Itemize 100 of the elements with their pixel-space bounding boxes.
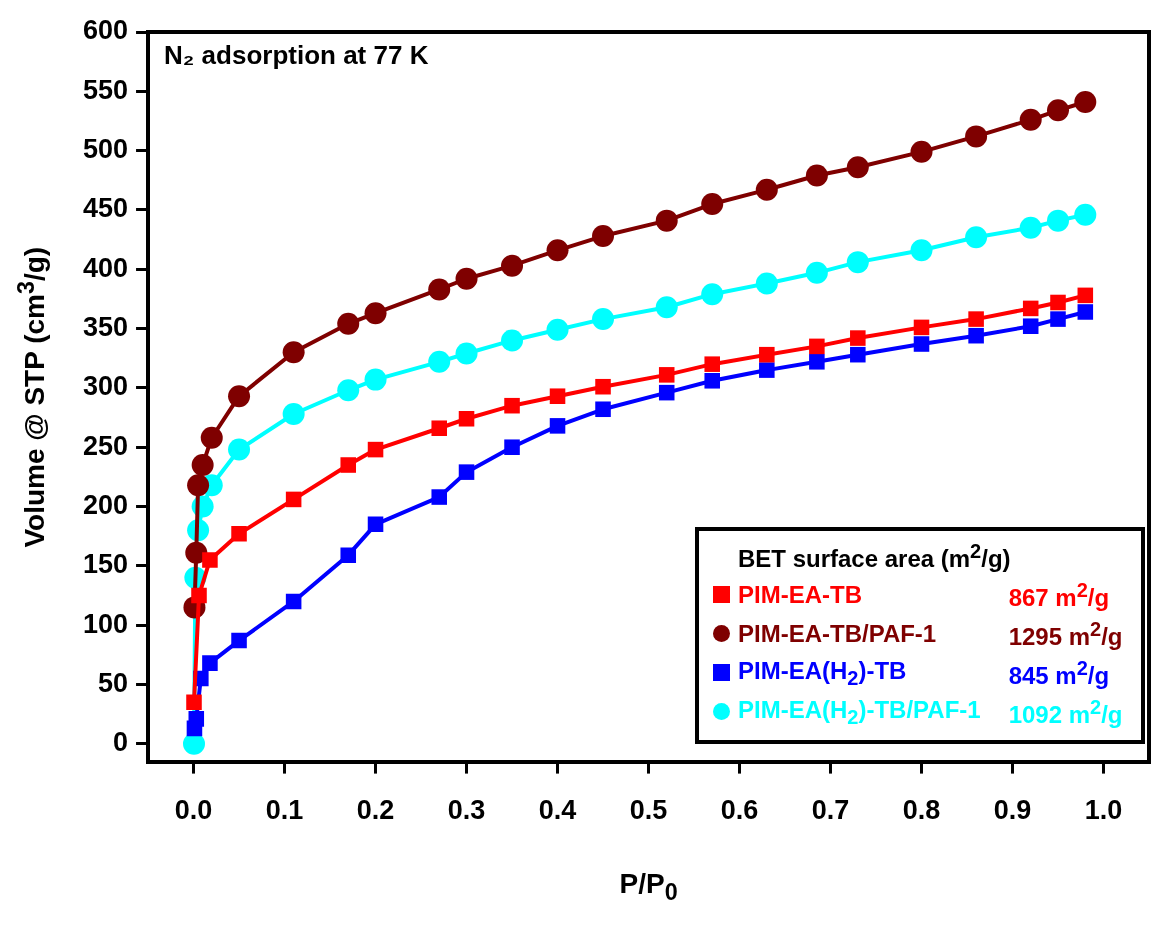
point [1047, 209, 1069, 232]
point [458, 464, 475, 480]
x-axis-title: P/P$_{0}$ [619, 868, 678, 906]
point [200, 426, 223, 449]
point [228, 385, 251, 408]
y-tick-label: 400 [82, 252, 129, 283]
point [455, 342, 478, 365]
point [501, 254, 524, 277]
point [1050, 294, 1066, 311]
point [504, 439, 520, 455]
y-tick-label: 350 [82, 312, 129, 343]
point [701, 283, 724, 306]
y-tick-label: 0 [113, 727, 129, 758]
point [1019, 216, 1042, 239]
point [658, 384, 675, 401]
point [549, 418, 566, 434]
legend-label: PIM-EA(H$_{2}$)-TB [737, 655, 908, 691]
point [188, 711, 205, 727]
y-tick-label: 550 [82, 74, 129, 105]
point [759, 346, 775, 363]
point [1019, 108, 1042, 131]
legend-title: BET surface area (m$^{2}$/g) [737, 538, 1012, 574]
point [191, 454, 214, 477]
point [655, 209, 678, 232]
point [913, 319, 930, 336]
y-tick-label: 600 [82, 15, 129, 46]
point [282, 341, 305, 364]
point [846, 156, 869, 179]
point [231, 526, 247, 542]
point [850, 330, 866, 346]
point [846, 251, 869, 274]
point [428, 350, 451, 373]
point [202, 552, 218, 568]
point [185, 541, 208, 564]
point [1022, 318, 1039, 334]
point [968, 311, 984, 327]
legend-label: PIM-EA-TB [737, 580, 863, 611]
legend-label: PIM-EA(H$_{2}$)-TB/PAF-1 [737, 694, 982, 730]
point [340, 547, 357, 563]
point [1077, 304, 1094, 320]
point [282, 403, 305, 425]
point [364, 368, 387, 391]
x-tick-label: 0.4 [538, 795, 577, 826]
point [367, 441, 384, 458]
point [1074, 90, 1097, 113]
x-tick-label: 0.5 [629, 795, 668, 826]
point [546, 318, 569, 341]
y-tick-label: 50 [98, 667, 129, 698]
point [501, 329, 524, 352]
point [755, 178, 778, 201]
x-tick-label: 0.0 [174, 795, 213, 826]
point [546, 239, 569, 262]
annotation: 845 m$^{2}$/g [1007, 655, 1111, 691]
point [504, 397, 520, 414]
point [658, 367, 675, 383]
annotation: 1092 m$^{2}$/g [1007, 694, 1124, 730]
point [805, 164, 828, 187]
point [455, 267, 478, 290]
point [285, 491, 302, 508]
x-tick-label: 0.9 [993, 795, 1032, 826]
point [1022, 300, 1039, 317]
point [704, 356, 720, 372]
point [458, 410, 475, 427]
point [337, 379, 360, 402]
x-tick-label: 0.2 [356, 795, 395, 826]
x-tick-label: 0.1 [265, 795, 304, 826]
point [595, 378, 611, 395]
point [1077, 287, 1094, 304]
point [968, 327, 984, 344]
x-tick-label: 0.7 [811, 795, 850, 826]
y-tick-label: 500 [82, 134, 129, 165]
y-tick-label: 150 [82, 549, 129, 580]
y-tick-label: 450 [82, 193, 129, 224]
y-tick-label: 250 [82, 430, 129, 461]
point [755, 272, 778, 295]
point [367, 516, 384, 533]
point [431, 489, 448, 505]
annotation: 867 m$^{2}$/g [1007, 577, 1111, 613]
point [285, 593, 302, 610]
y-tick-label: 200 [82, 489, 129, 520]
point [759, 362, 775, 378]
y-tick-label: 300 [82, 371, 129, 402]
y-tick-label: 100 [82, 608, 129, 639]
point [910, 239, 933, 262]
point [592, 308, 615, 331]
point [913, 336, 930, 352]
point [202, 655, 218, 671]
point [910, 140, 933, 163]
point [364, 302, 387, 325]
point [191, 587, 207, 604]
point [809, 338, 825, 355]
point [1050, 311, 1066, 327]
point [704, 373, 720, 389]
x-tick-label: 0.6 [720, 795, 759, 826]
x-tick-label: 1.0 [1084, 795, 1123, 826]
x-tick-label: 0.3 [447, 795, 486, 826]
point [701, 193, 724, 216]
point [809, 354, 825, 370]
point [549, 388, 566, 404]
point [340, 457, 357, 473]
